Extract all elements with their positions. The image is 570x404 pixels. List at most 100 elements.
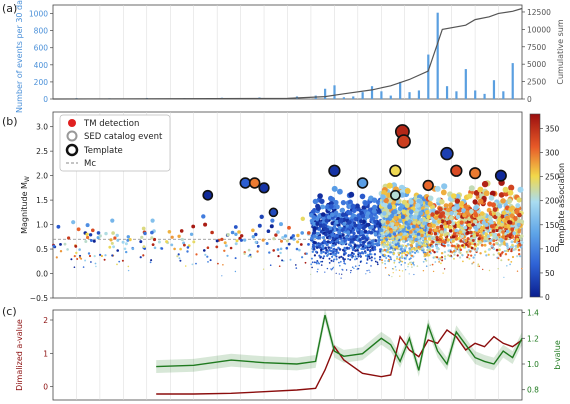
- scatter-point: [497, 257, 500, 260]
- scatter-point: [204, 253, 207, 256]
- panel-a: 0 200 400 600 800 1000 0 2500 5000 7500 10000 1250…: [15, 0, 565, 113]
- scatter-point: [416, 250, 420, 254]
- scatter-point: [407, 237, 411, 241]
- scatter-point: [285, 246, 289, 250]
- scatter-point: [411, 241, 414, 245]
- scatter-point: [435, 246, 439, 250]
- scatter-point: [281, 259, 284, 262]
- scatter-point: [469, 239, 473, 242]
- scatter-point: [386, 243, 390, 246]
- scatter-point: [368, 255, 371, 258]
- scatter-point: [332, 253, 335, 256]
- scatter-point: [389, 241, 392, 245]
- ytick-label: 200: [34, 78, 49, 87]
- scatter-point: [489, 224, 494, 229]
- scatter-point: [488, 241, 492, 245]
- scatter-point: [318, 254, 321, 257]
- bar: [399, 81, 402, 99]
- scatter-point: [505, 242, 509, 246]
- scatter-point: [430, 212, 435, 217]
- scatter-point: [479, 252, 482, 255]
- scatter-point: [377, 235, 381, 239]
- y2tick-label: 1.4: [527, 309, 539, 318]
- scatter-point: [233, 225, 238, 229]
- scatter-point: [461, 208, 466, 213]
- ytick-label: 1.5: [36, 196, 48, 205]
- scatter-point: [355, 257, 358, 260]
- scatter-point: [343, 260, 345, 262]
- bar: [492, 80, 496, 99]
- a-value-line: [156, 329, 523, 395]
- scatter-point: [439, 256, 442, 259]
- bar: [389, 95, 392, 99]
- scatter-point: [440, 256, 444, 259]
- scatter-point: [398, 269, 401, 271]
- scatter-point: [311, 266, 313, 269]
- scatter-point: [359, 219, 364, 224]
- bar: [361, 92, 364, 99]
- scatter-point: [359, 254, 362, 257]
- scatter-point: [307, 231, 311, 235]
- scatter-point: [195, 262, 197, 265]
- scatter-point: [417, 235, 421, 239]
- scatter-point: [521, 267, 523, 270]
- scatter-point: [409, 251, 412, 255]
- scatter-point: [348, 225, 353, 230]
- scatter-point: [296, 233, 300, 238]
- legend-box: [59, 114, 171, 172]
- y2tick-label: 1.2: [527, 334, 539, 343]
- scatter-point: [222, 264, 224, 266]
- scatter-point: [345, 246, 349, 250]
- scatter-point: [351, 208, 357, 214]
- scatter-point: [321, 236, 326, 240]
- scatter-point: [300, 231, 305, 235]
- scatter-point: [55, 256, 58, 259]
- scatter-point: [438, 261, 440, 263]
- scatter-point: [485, 237, 489, 241]
- scatter-point: [492, 234, 496, 239]
- scatter-point: [438, 214, 443, 219]
- scatter-point: [397, 253, 401, 256]
- scatter-point: [472, 199, 478, 205]
- scatter-point: [502, 186, 509, 193]
- scatter-point: [328, 248, 331, 252]
- scatter-point: [435, 238, 439, 242]
- scatter-point: [484, 232, 488, 236]
- scatter-point: [501, 230, 505, 234]
- scatter-point: [315, 243, 319, 247]
- ytick-label: −0.5: [30, 294, 48, 303]
- scatter-point: [476, 223, 481, 228]
- scatter-point: [262, 268, 265, 270]
- scatter-point: [74, 245, 78, 248]
- scatter-point: [381, 261, 384, 264]
- scatter-point: [348, 243, 351, 247]
- scatter-point: [191, 224, 196, 229]
- scatter-point: [383, 197, 389, 204]
- scatter-point: [453, 244, 456, 248]
- scatter-point: [338, 248, 342, 251]
- scatter-point: [223, 249, 226, 252]
- scatter-point: [131, 247, 135, 251]
- scatter-point: [467, 193, 473, 199]
- scatter-point: [371, 242, 374, 246]
- scatter-point: [414, 238, 418, 242]
- scatter-point: [397, 206, 403, 212]
- scatter-point: [289, 258, 292, 261]
- scatter-point: [347, 254, 350, 257]
- scatter-point: [437, 219, 442, 224]
- scatter-point: [444, 224, 448, 229]
- scatter-point: [150, 259, 153, 262]
- scatter-point: [318, 244, 321, 248]
- scatter-point: [425, 218, 430, 223]
- scatter-point: [329, 252, 332, 256]
- scatter-point: [401, 255, 404, 258]
- scatter-point: [373, 219, 378, 224]
- scatter-point: [492, 239, 496, 243]
- scatter-point: [401, 199, 407, 205]
- scatter-point: [511, 255, 515, 259]
- scatter-point: [373, 253, 377, 256]
- scatter-point: [116, 263, 118, 266]
- scatter-point: [428, 254, 431, 257]
- scatter-point: [408, 209, 414, 215]
- scatter-point: [110, 241, 114, 245]
